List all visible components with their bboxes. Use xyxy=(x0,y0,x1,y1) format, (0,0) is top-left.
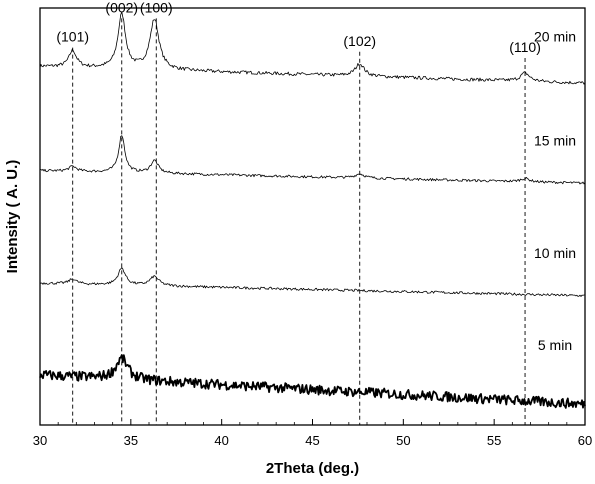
x-tick-label: 45 xyxy=(305,433,319,448)
x-axis-label: 2Theta (deg.) xyxy=(266,460,359,477)
peak-label: (101) xyxy=(56,29,89,45)
series-line xyxy=(39,354,586,409)
series-label: 15 min xyxy=(534,133,576,149)
series-labels: 20 min 15 min 10 min 5 min xyxy=(534,28,576,353)
peak-label: (102) xyxy=(343,33,376,49)
series-group xyxy=(39,11,586,409)
series-line xyxy=(39,135,586,185)
x-axis-ticks: 30 35 40 45 50 55 60 xyxy=(33,419,592,448)
peak-label: (110) xyxy=(509,39,541,55)
series-line xyxy=(39,267,585,297)
x-tick-label: 40 xyxy=(214,433,228,448)
x-tick-label: 55 xyxy=(487,433,501,448)
x-tick-label: 35 xyxy=(124,433,138,448)
series-label: 20 min xyxy=(534,28,576,44)
series-label: 5 min xyxy=(538,337,572,353)
series-line xyxy=(39,11,586,85)
series-label: 10 min xyxy=(534,245,576,261)
peak-labels: (101)(002) (100)(102) (110) xyxy=(56,0,541,55)
x-tick-label: 30 xyxy=(33,433,47,448)
x-tick-label: 50 xyxy=(396,433,410,448)
y-axis-label: Intensity ( A. U.) xyxy=(4,160,21,274)
x-tick-label: 60 xyxy=(578,433,592,448)
